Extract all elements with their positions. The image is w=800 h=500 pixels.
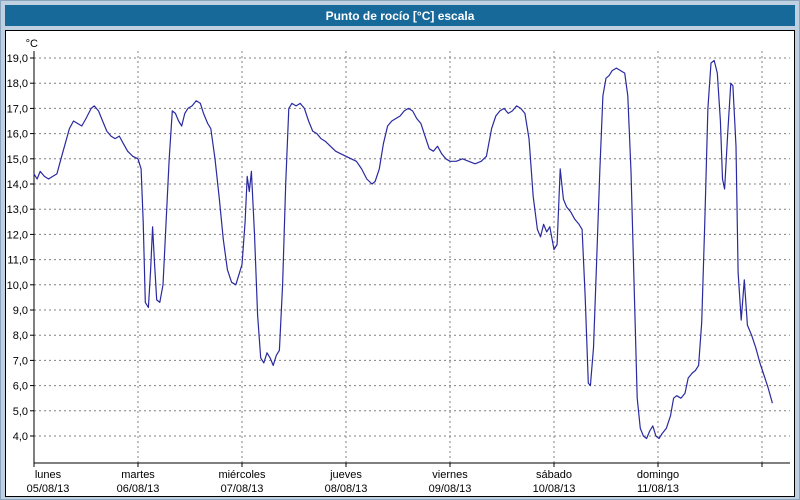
dewpoint-chart: 19,0 18,0 17,0 16,0 15,0 14,0 13,0 12,0 11,0 10,0…: [7, 38, 790, 495]
y-tick-label: 11,0: [7, 255, 28, 267]
x-tick-date-label: 11/08/13: [637, 483, 679, 495]
y-tick-label: 17,0: [7, 103, 28, 115]
y-tick-label: 8,0: [13, 330, 28, 342]
x-tick-date-label: 07/08/13: [221, 483, 264, 495]
y-axis-unit-label: °C: [26, 38, 38, 50]
x-tick-day-label: jueves: [329, 469, 362, 481]
x-tick-day-label: lunes: [35, 469, 62, 481]
y-tick-label: 18,0: [7, 78, 28, 90]
y-tick-label: 10,0: [7, 280, 28, 292]
y-tick-label: 12,0: [7, 229, 28, 241]
y-tick-label: 4,0: [13, 431, 28, 443]
dewpoint-series-line: [33, 59, 773, 440]
x-tick-day-label: sábado: [536, 469, 572, 481]
x-tick-date-label: 05/08/13: [27, 483, 70, 495]
x-tick-date-label: 09/08/13: [429, 483, 472, 495]
y-tick-label: 7,0: [13, 355, 28, 367]
x-tick-date-label: 10/08/13: [533, 483, 576, 495]
y-tick-label: 19,0: [7, 53, 28, 65]
y-tick-label: 13,0: [7, 204, 28, 216]
x-tick-day-label: miércoles: [218, 469, 266, 481]
chart-panel: 19,0 18,0 17,0 16,0 15,0 14,0 13,0 12,0 11,0 10,0…: [5, 30, 795, 497]
chart-title: Punto de rocío [°C] escala: [325, 8, 475, 23]
x-tick-day-label: martes: [121, 469, 155, 481]
y-tick-label: 5,0: [13, 406, 28, 418]
x-tick-date-label: 06/08/13: [117, 483, 160, 495]
x-tick-day-label: viernes: [432, 469, 468, 481]
y-tick-label: 9,0: [13, 305, 28, 317]
x-tick-date-label: 08/08/13: [325, 483, 368, 495]
y-tick-label: 14,0: [7, 179, 28, 191]
y-tick-label: 15,0: [7, 154, 28, 166]
title-bar: Punto de rocío [°C] escala: [5, 5, 795, 26]
x-tick-day-label: domingo: [637, 469, 679, 481]
y-tick-label: 16,0: [7, 129, 28, 141]
y-tick-label: 6,0: [13, 381, 28, 393]
